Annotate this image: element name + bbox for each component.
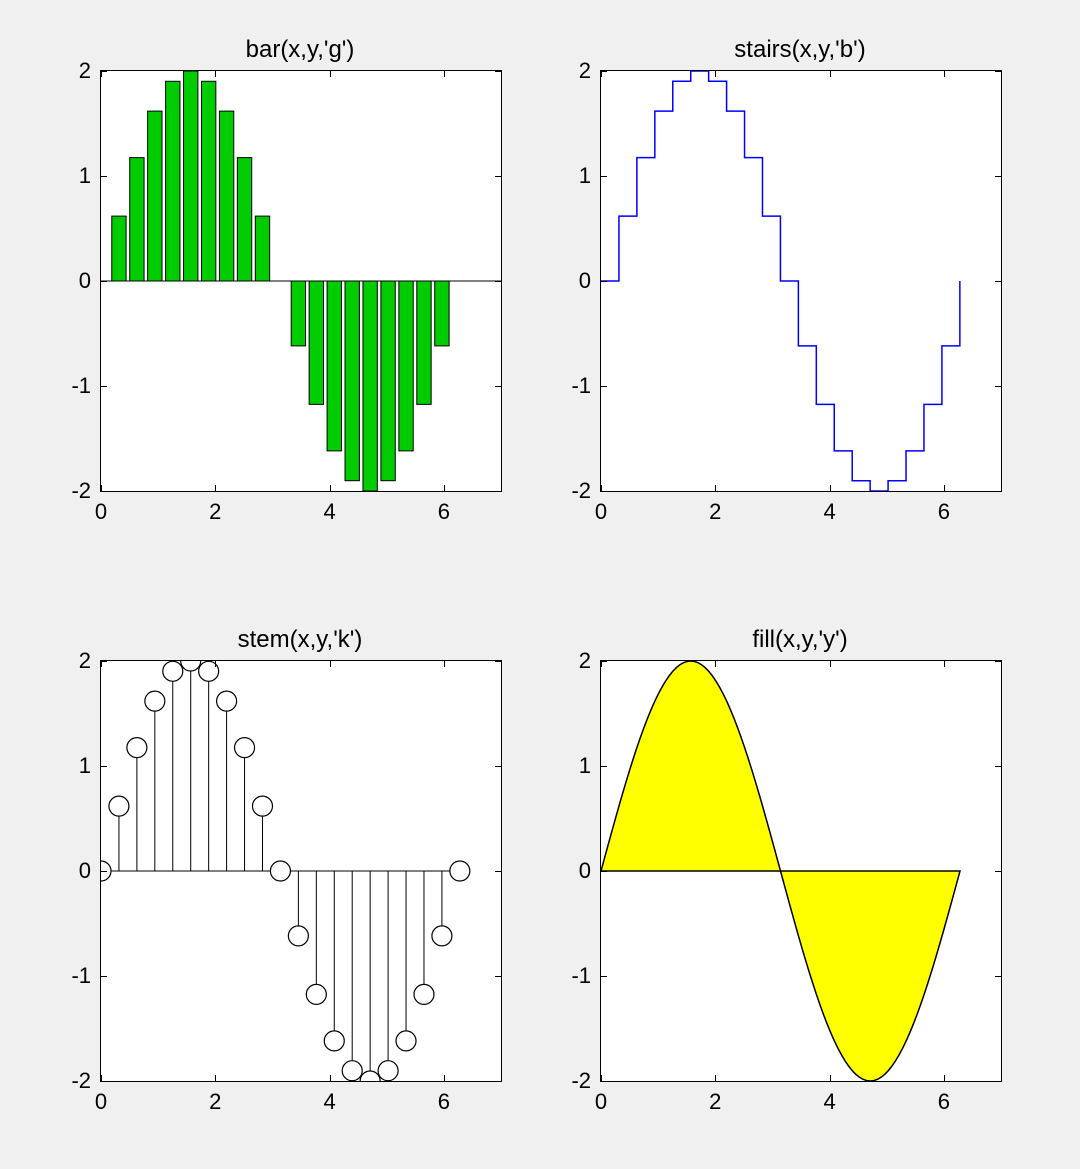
ytick-label: 2 — [579, 648, 591, 674]
ytick-label: 2 — [579, 58, 591, 84]
figure: bar(x,y,'g') -2-10120246 stairs(x,y,'b')… — [0, 0, 1080, 1169]
ytick-label: 0 — [79, 858, 91, 884]
xtick-label: 4 — [823, 499, 835, 525]
ytick-label: -2 — [71, 478, 91, 504]
ytick-label: -2 — [571, 478, 591, 504]
subplot-title: stairs(x,y,'b') — [600, 36, 1000, 64]
ytick-label: -1 — [571, 373, 591, 399]
xtick-label: 4 — [823, 1089, 835, 1115]
xtick-label: 0 — [595, 499, 607, 525]
subplot-title: bar(x,y,'g') — [100, 36, 500, 64]
subplot-bar: bar(x,y,'g') -2-10120246 — [100, 70, 500, 490]
plot-area-stem: -2-10120246 — [100, 660, 502, 1082]
subplot-fill: fill(x,y,'y') -2-10120246 — [600, 660, 1000, 1080]
xtick-label: 0 — [95, 499, 107, 525]
stairs-svg — [601, 71, 1001, 491]
plot-area-fill: -2-10120246 — [600, 660, 1002, 1082]
ytick-label: 2 — [79, 58, 91, 84]
xtick-label: 6 — [938, 499, 950, 525]
xtick-label: 0 — [95, 1089, 107, 1115]
ytick-label: 0 — [579, 858, 591, 884]
ytick-label: -2 — [71, 1068, 91, 1094]
subplot-stairs: stairs(x,y,'b') -2-10120246 — [600, 70, 1000, 490]
xtick-label: 0 — [595, 1089, 607, 1115]
xtick-label: 4 — [323, 499, 335, 525]
subplot-title: stem(x,y,'k') — [100, 626, 500, 654]
bar-svg — [101, 71, 501, 491]
xtick-label: 6 — [938, 1089, 950, 1115]
xtick-label: 2 — [709, 1089, 721, 1115]
ytick-label: 1 — [79, 753, 91, 779]
subplot-title: fill(x,y,'y') — [600, 626, 1000, 654]
plot-area-stairs: -2-10120246 — [600, 70, 1002, 492]
xtick-label: 6 — [438, 499, 450, 525]
plot-area-bar: -2-10120246 — [100, 70, 502, 492]
xtick-label: 2 — [209, 1089, 221, 1115]
fill-svg — [601, 661, 1001, 1081]
xtick-label: 6 — [438, 1089, 450, 1115]
ytick-label: 2 — [79, 648, 91, 674]
ytick-label: -1 — [71, 373, 91, 399]
xtick-label: 2 — [209, 499, 221, 525]
ytick-label: 1 — [579, 163, 591, 189]
ytick-label: -1 — [71, 963, 91, 989]
ytick-label: 1 — [579, 753, 591, 779]
xtick-label: 2 — [709, 499, 721, 525]
ytick-label: 1 — [79, 163, 91, 189]
subplot-stem: stem(x,y,'k') -2-10120246 — [100, 660, 500, 1080]
ytick-label: 0 — [79, 268, 91, 294]
ytick-label: -2 — [571, 1068, 591, 1094]
xtick-label: 4 — [323, 1089, 335, 1115]
stem-svg — [101, 661, 501, 1081]
ytick-label: 0 — [579, 268, 591, 294]
ytick-label: -1 — [571, 963, 591, 989]
